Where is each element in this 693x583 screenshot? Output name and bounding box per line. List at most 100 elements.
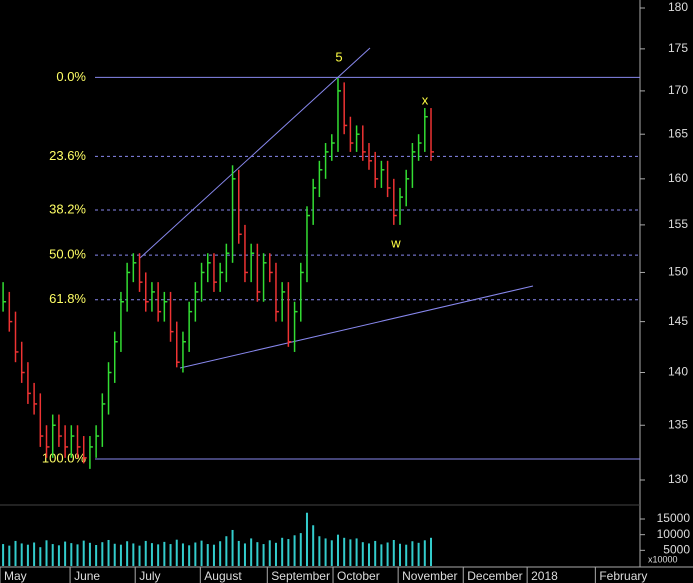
volume-bar bbox=[188, 545, 191, 566]
volume-bar bbox=[243, 543, 246, 566]
fib-label: 0.0% bbox=[56, 69, 86, 84]
volume-bar bbox=[355, 538, 358, 566]
volume-unit: x10000 bbox=[648, 554, 678, 564]
y-tick-label: 150 bbox=[668, 265, 688, 279]
volume-tick-label: 10000 bbox=[657, 527, 691, 541]
volume-bar bbox=[64, 541, 67, 566]
volume-bar bbox=[194, 542, 197, 566]
volume-bar bbox=[231, 529, 234, 566]
fib-label: 38.2% bbox=[49, 201, 86, 216]
volume-bar bbox=[39, 547, 42, 566]
trendline-upper bbox=[139, 47, 371, 259]
y-tick-label: 155 bbox=[668, 217, 688, 231]
volume-bar bbox=[262, 544, 265, 566]
volume-bar bbox=[20, 543, 23, 566]
wave-label: w bbox=[390, 235, 401, 250]
volume-bar bbox=[417, 542, 420, 566]
volume-bar bbox=[82, 540, 85, 566]
volume-bar bbox=[330, 540, 333, 566]
y-tick-label: 130 bbox=[668, 472, 688, 486]
volume-bar bbox=[386, 542, 389, 566]
volume-bar bbox=[343, 537, 346, 566]
volume-tick-label: 15000 bbox=[657, 511, 691, 525]
volume-bar bbox=[349, 539, 352, 566]
y-tick-label: 180 bbox=[668, 0, 688, 14]
volume-bar bbox=[181, 543, 184, 566]
volume-bar bbox=[237, 540, 240, 566]
volume-bar bbox=[411, 541, 414, 566]
volume-bar bbox=[132, 543, 135, 566]
x-tick-label: September bbox=[271, 569, 330, 583]
x-tick-label: June bbox=[74, 569, 100, 583]
volume-bar bbox=[126, 541, 129, 566]
volume-bar bbox=[225, 536, 228, 566]
volume-bar bbox=[175, 539, 178, 566]
y-tick-label: 140 bbox=[668, 365, 688, 379]
wave-label: 5 bbox=[335, 49, 342, 64]
volume-bar bbox=[274, 542, 277, 566]
volume-bar bbox=[318, 536, 321, 566]
volume-bar bbox=[169, 544, 172, 566]
volume-bar bbox=[76, 544, 79, 566]
x-tick-label: 2018 bbox=[531, 569, 558, 583]
volume-bar bbox=[374, 540, 377, 566]
volume-bar bbox=[200, 540, 203, 566]
x-tick-label: October bbox=[337, 569, 380, 583]
volume-bar bbox=[88, 542, 91, 566]
x-tick-label: July bbox=[139, 569, 160, 583]
volume-bar bbox=[299, 533, 302, 566]
volume-bar bbox=[399, 543, 401, 566]
x-tick-label: August bbox=[204, 569, 242, 583]
volume-bar bbox=[163, 541, 166, 566]
fib-label: 100.0% bbox=[42, 450, 87, 465]
volume-bar bbox=[281, 537, 284, 566]
volume-bar bbox=[287, 539, 290, 566]
y-tick-label: 135 bbox=[668, 417, 688, 431]
volume-bar bbox=[101, 542, 104, 566]
volume-bar bbox=[95, 545, 98, 566]
volume-bar bbox=[57, 545, 60, 566]
volume-bar bbox=[26, 544, 29, 566]
volume-bar bbox=[107, 539, 110, 566]
x-tick-label: November bbox=[402, 569, 457, 583]
fib-label: 50.0% bbox=[49, 247, 86, 262]
volume-bar bbox=[113, 543, 116, 566]
fib-label: 23.6% bbox=[49, 148, 86, 163]
volume-bar bbox=[8, 545, 11, 566]
volume-bar bbox=[423, 540, 426, 566]
volume-bar bbox=[312, 525, 315, 566]
x-tick-label: May bbox=[4, 569, 27, 583]
volume-bar bbox=[219, 541, 222, 566]
volume-bar bbox=[144, 540, 147, 566]
y-tick-label: 175 bbox=[668, 41, 688, 55]
wave-label: x bbox=[422, 92, 429, 107]
volume-bar bbox=[138, 545, 141, 566]
volume-bar bbox=[305, 512, 308, 566]
x-tick-label: February bbox=[599, 569, 647, 583]
volume-bar bbox=[2, 544, 5, 566]
volume-bar bbox=[324, 538, 327, 566]
volume-bar bbox=[250, 538, 253, 566]
volume-bar bbox=[256, 542, 259, 566]
volume-bar bbox=[392, 539, 395, 566]
volume-bar bbox=[361, 542, 364, 566]
volume-bar bbox=[14, 540, 17, 566]
volume-bar bbox=[430, 537, 433, 566]
volume-bar bbox=[405, 544, 408, 566]
volume-bar bbox=[33, 542, 36, 566]
fib-label: 61.8% bbox=[49, 291, 86, 306]
volume-bar bbox=[70, 543, 73, 566]
volume-bar bbox=[367, 543, 370, 566]
y-tick-label: 160 bbox=[668, 171, 688, 185]
volume-bar bbox=[380, 544, 383, 566]
volume-tick-label: 5000 bbox=[663, 543, 690, 557]
x-tick-label: December bbox=[467, 569, 522, 583]
y-tick-label: 165 bbox=[668, 126, 688, 140]
volume-bar bbox=[119, 544, 122, 566]
volume-bar bbox=[150, 543, 153, 566]
volume-bar bbox=[268, 540, 271, 566]
volume-bar bbox=[336, 534, 339, 566]
volume-bar bbox=[51, 544, 54, 566]
y-tick-label: 170 bbox=[668, 83, 688, 97]
